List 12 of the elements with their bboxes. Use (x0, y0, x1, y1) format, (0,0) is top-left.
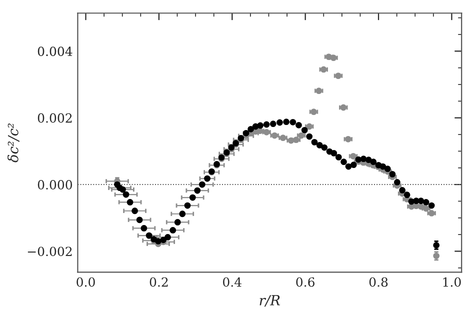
y-tick-label: 0.000 (38, 180, 72, 190)
x-tick-label: 0.4 (223, 277, 242, 287)
x-tick-label: 0.6 (296, 277, 314, 287)
x-axis-title: r/R (260, 295, 280, 307)
y-tick-label: 0.004 (38, 46, 72, 56)
y-axis-title: δc²/c² (8, 123, 20, 162)
y-tick-label: −0.002 (28, 246, 72, 256)
x-tick-label: 0.8 (369, 277, 388, 287)
x-tick-label: 0.0 (76, 277, 95, 287)
y-tick-label: 0.002 (38, 113, 72, 123)
x-tick-label: 1.0 (443, 277, 461, 287)
x-tick-label: 0.2 (150, 277, 168, 287)
